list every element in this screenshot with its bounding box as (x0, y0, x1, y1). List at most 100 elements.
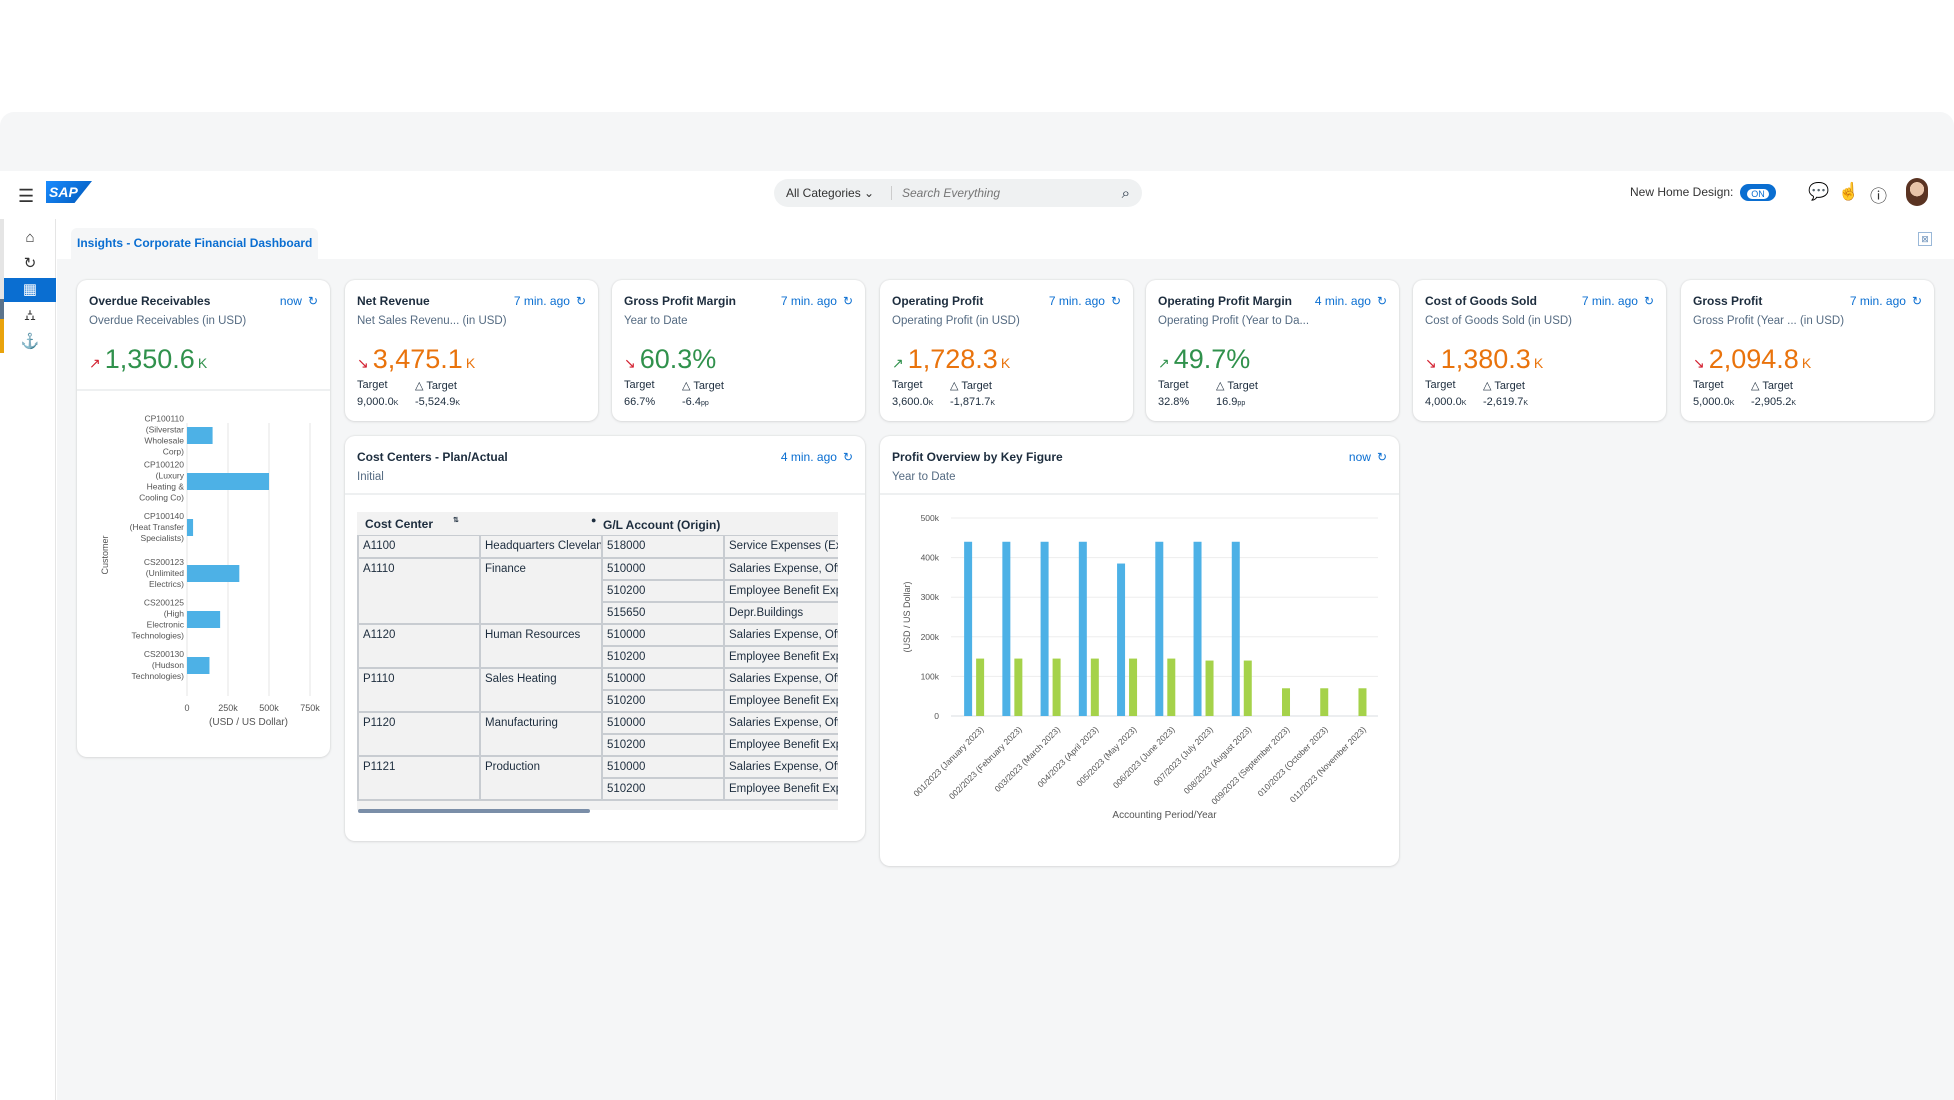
table-row[interactable]: 510200 Employee Benefit Exp (357, 579, 838, 603)
table-cell: 510000 (601, 623, 725, 647)
table-row[interactable]: 510200 Employee Benefit Exp (357, 689, 838, 713)
x-tick-label: 750k (300, 703, 320, 713)
trend-down-icon: ↘ (357, 355, 369, 371)
table-row[interactable]: A1120 Human Resources 510000 Salaries Expen… (357, 623, 838, 647)
y-axis-title: (USD / US Dollar) (902, 581, 912, 652)
table-cell: 510000 (601, 755, 725, 779)
hierarchy-icon[interactable]: ⛼ (24, 307, 36, 324)
table-cell (357, 733, 481, 757)
refresh-time[interactable]: 7 min. ago ↻ (514, 294, 586, 308)
column-header-gl-account[interactable]: G/L Account (Origin) (603, 518, 721, 532)
search-input[interactable] (892, 186, 1122, 200)
card-title: Operating Profit (892, 294, 984, 308)
refresh-time[interactable]: 7 min. ago ↻ (1582, 294, 1654, 308)
table-row[interactable]: P1110 Sales Heating 510000 Salaries Expense… (357, 667, 838, 691)
recent-icon[interactable]: ↻ (23, 255, 37, 272)
bar-series-2 (1129, 658, 1138, 716)
table-cell: Manufacturing (479, 711, 603, 734)
refresh-icon[interactable]: ↻ (1376, 450, 1387, 464)
refresh-time[interactable]: now ↻ (1349, 450, 1387, 464)
home-icon[interactable]: ⌂ (25, 229, 35, 246)
refresh-icon[interactable]: ↻ (1643, 294, 1654, 308)
refresh-icon[interactable]: ↻ (307, 294, 318, 308)
table-cell: Salaries Expense, Offi (723, 755, 838, 779)
kpi-card[interactable]: Operating Profit Operating Profit (in US… (880, 280, 1133, 421)
refresh-time[interactable]: 4 min. ago ↻ (781, 450, 853, 464)
card-subtitle: Initial (357, 471, 384, 483)
y-category-label: CS200123 (Unlimited Electrics) (144, 557, 184, 589)
refresh-icon[interactable]: ↻ (1376, 294, 1387, 308)
sidebar: ⌂ ↻ ▦ ⛼ ⚓ (0, 219, 56, 1100)
table-cell: A1100 (357, 535, 481, 559)
value-number: 1,728.3 (907, 344, 998, 374)
table-row[interactable]: 510200 Employee Benefit Exp (357, 645, 838, 669)
delta-value: -2,905.2K (1751, 396, 1796, 408)
column-header-cost-center[interactable]: Cost Center (365, 517, 434, 531)
refresh-icon[interactable]: ↻ (1911, 294, 1922, 308)
tab-insights-dashboard[interactable]: Insights - Corporate Financial Dashboard (71, 228, 319, 259)
table-cell: 515650 (601, 601, 725, 625)
target-unit: K (928, 400, 934, 407)
hamburger-menu-icon[interactable]: ☰ (18, 186, 35, 206)
avatar[interactable] (1906, 178, 1928, 206)
refresh-icon[interactable]: ↻ (842, 294, 853, 308)
table-cell: Salaries Expense, Offi (723, 623, 838, 647)
delta-number: -2,619.7 (1483, 396, 1524, 408)
kpi-card[interactable]: Gross Profit Margin Year to Date 7 min. … (612, 280, 865, 421)
profit-overview-card[interactable]: Profit Overview by Key Figure Year to Da… (880, 436, 1399, 866)
sort-icon[interactable]: ⇅ (453, 517, 459, 524)
target-number: 9,000.0 (357, 396, 394, 408)
refresh-icon[interactable]: ↻ (575, 294, 586, 308)
kpi-card[interactable]: Gross Profit Gross Profit (Year ... (in … (1681, 280, 1934, 421)
table-cell: A1110 (357, 557, 481, 580)
delta-unit: K (1791, 400, 1797, 407)
bar-series-2 (1052, 658, 1061, 716)
refresh-time[interactable]: 7 min. ago ↻ (1049, 294, 1121, 308)
table-row[interactable]: 515650 Depr.Buildings (357, 601, 838, 625)
refresh-time[interactable]: 7 min. ago ↻ (781, 294, 853, 308)
time-label: 7 min. ago (513, 294, 570, 308)
search-icon[interactable]: ⌕ (1121, 184, 1130, 202)
help-icon[interactable]: ⓘ (1870, 187, 1887, 206)
table-cell: Salaries Expense, Offi (723, 667, 838, 691)
kpi-card[interactable]: Overdue Receivables Overdue Receivables … (77, 280, 330, 757)
table-row[interactable]: P1121 Production 510000 Salaries Expense, O… (357, 755, 838, 779)
refresh-time[interactable]: 7 min. ago ↻ (1850, 294, 1922, 308)
refresh-time[interactable]: now ↻ (280, 294, 318, 308)
delta-number: -1,871.7 (950, 396, 991, 408)
table-row[interactable]: A1100 Headquarters Cleveland 518000 Service… (357, 535, 838, 559)
target-label: Target (1693, 379, 1724, 391)
refresh-time[interactable]: 4 min. ago ↻ (1315, 294, 1387, 308)
kpi-card[interactable]: Cost of Goods Sold Cost of Goods Sold (i… (1413, 280, 1666, 421)
table-row[interactable]: 510200 Employee Benefit Exp (357, 733, 838, 757)
x-axis-title: (USD / US Dollar) (209, 717, 288, 728)
refresh-icon[interactable]: ↻ (842, 450, 853, 464)
insights-icon[interactable]: ▦ (4, 278, 56, 302)
touch-icon[interactable]: ☝ (1838, 182, 1860, 201)
card-subtitle: Net Sales Revenu... (in USD) (357, 315, 507, 327)
bar-series-2 (1243, 660, 1252, 716)
kpi-card[interactable]: Operating Profit Margin Operating Profit… (1146, 280, 1399, 421)
y-axis-title: Customer (100, 535, 110, 574)
table-row[interactable]: A1110 Finance 510000 Salaries Expense, Offi (357, 557, 838, 581)
card-subtitle: Operating Profit (Year to Da... (1158, 315, 1310, 327)
time-label: 7 min. ago (780, 294, 837, 308)
kpi-value: ↘ 2,094.8 K (1693, 344, 1811, 375)
horizontal-scrollbar[interactable] (358, 809, 590, 813)
profit-chart: 0 100k 200k 300k 400k 500k 001/2023 (January 2… (902, 513, 1378, 821)
joule-chat-icon[interactable]: 💬 (1808, 182, 1830, 201)
table-cell: Depr.Buildings (723, 601, 838, 625)
cost-centers-card[interactable]: Cost Centers - Plan/Actual Initial 4 min… (345, 436, 865, 841)
table-row[interactable]: P1120 Manufacturing 510000 Salaries Expense… (357, 711, 838, 735)
kpi-card[interactable]: Net Revenue Net Sales Revenu... (in USD)… (345, 280, 598, 421)
refresh-icon[interactable]: ↻ (1110, 294, 1121, 308)
workflow-icon[interactable]: ⚓ (20, 333, 40, 350)
target-label: Target (357, 379, 388, 391)
category-select[interactable]: All Categories ⌄ (774, 186, 892, 200)
table-row[interactable]: 510200 Employee Benefit Exp (357, 777, 838, 801)
x-tick-label: 500k (259, 703, 279, 713)
new-home-design-toggle[interactable]: ON (1740, 184, 1776, 201)
edit-page-icon[interactable]: ⊠ (1918, 232, 1932, 246)
target-unit: K (393, 400, 399, 407)
table-cell (357, 689, 481, 713)
